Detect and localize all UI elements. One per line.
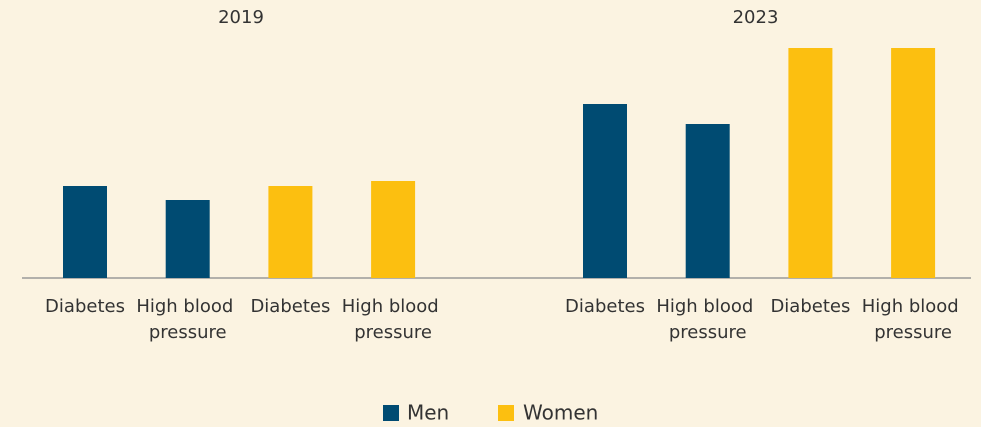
- legend-swatch: [498, 405, 514, 421]
- panel-title: 2023: [733, 7, 779, 28]
- bar: [165, 200, 210, 278]
- bar: [371, 181, 416, 278]
- x-tick-label: Diabetes: [45, 296, 125, 317]
- panel-title: 2019: [218, 7, 264, 28]
- bar: [891, 48, 936, 278]
- bar: [268, 186, 313, 278]
- x-tick-label: High blood pressure: [656, 296, 759, 343]
- legend-label: Women: [523, 401, 598, 425]
- x-tick-label: High blood pressure: [862, 296, 965, 343]
- x-tick-label: Diabetes: [565, 296, 645, 317]
- bar: [583, 104, 627, 278]
- x-tick-label: High blood pressure: [136, 296, 239, 343]
- x-tick-label: Diabetes: [250, 296, 330, 317]
- x-tick-label: Diabetes: [770, 296, 850, 317]
- legend-label: Men: [407, 401, 449, 425]
- x-tick-label: High blood pressure: [342, 296, 445, 343]
- bar: [788, 48, 833, 278]
- legend-swatch: [383, 405, 399, 421]
- bar: [685, 124, 730, 278]
- bar: [63, 186, 107, 278]
